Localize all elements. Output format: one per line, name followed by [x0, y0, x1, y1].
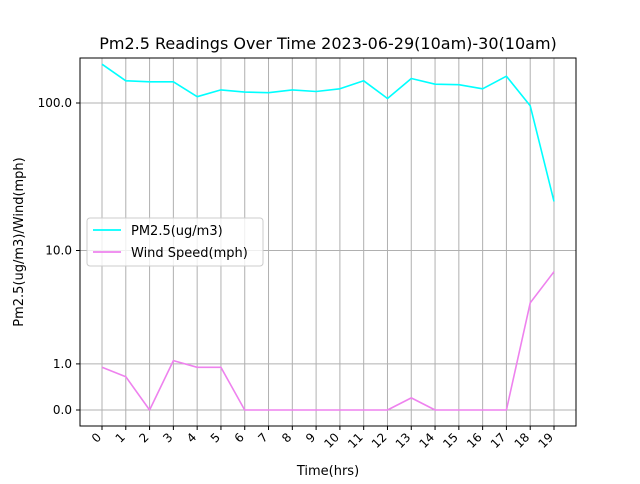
series-line-pm25: [101, 63, 555, 202]
x-axis-label: Time(hrs): [296, 464, 359, 479]
x-tick-label: 17: [488, 430, 509, 451]
x-tick-label: 14: [416, 430, 437, 451]
y-axis-label: Pm2.5(ug/m3)/Wind(mph): [12, 157, 27, 326]
x-tick-label: 9: [303, 430, 318, 445]
x-tick-label: 19: [535, 430, 556, 451]
x-tick-label: 5: [208, 430, 223, 445]
chart-title: Pm2.5 Readings Over Time 2023-06-29(10am…: [99, 34, 557, 53]
x-tick-label: 2: [136, 430, 151, 445]
x-tick-label: 8: [279, 430, 294, 445]
x-tick-label: 1: [113, 430, 128, 445]
x-tick-label: 3: [160, 430, 175, 445]
y-tick-label: 1.0: [53, 357, 72, 371]
grid: [80, 58, 576, 426]
y-tick-label: 10.0: [45, 243, 72, 257]
legend-label-wind-speed: Wind Speed(mph): [131, 246, 248, 261]
legend-box: [86, 217, 264, 267]
x-tick-label: 11: [345, 430, 366, 451]
series-lines: [101, 63, 555, 411]
y-tick-label: 0.0: [53, 403, 72, 417]
x-tick-label: 0: [89, 430, 104, 445]
x-tick-label: 12: [369, 430, 390, 451]
plot-frame: [79, 57, 577, 427]
x-tick-label: 15: [440, 430, 461, 451]
x-tick-label: 13: [393, 430, 414, 451]
x-tick-label: 7: [255, 430, 270, 445]
x-tick-label: 6: [232, 430, 247, 445]
legend: PM2.5(ug/m3) Wind Speed(mph): [86, 217, 264, 267]
y-tick-label: 100.0: [38, 96, 72, 110]
axis-ticks: 0 1 2 3 4 5 6 7 8 9 10 11 12 13 14 15 16 17 18 190.01.010.0…: [38, 96, 556, 451]
legend-label-pm25: PM2.5(ug/m3): [131, 224, 223, 239]
x-tick-label: 10: [321, 430, 342, 451]
x-tick-label: 4: [184, 430, 199, 445]
x-tick-label: 18: [512, 430, 533, 451]
series-line-wind-speed: [101, 271, 555, 411]
x-tick-label: 16: [464, 430, 485, 451]
